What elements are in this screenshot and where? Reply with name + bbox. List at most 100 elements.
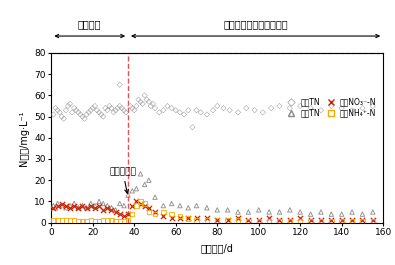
- Point: [160, 204, 167, 208]
- Point: [61, 117, 67, 121]
- Point: [194, 108, 199, 112]
- Point: [160, 214, 167, 218]
- Point: [276, 219, 283, 224]
- Point: [58, 201, 65, 206]
- Point: [146, 100, 152, 104]
- Point: [133, 204, 139, 208]
- Point: [260, 110, 266, 114]
- Point: [181, 112, 187, 117]
- Point: [204, 216, 210, 220]
- Point: [108, 106, 115, 110]
- Point: [137, 172, 144, 176]
- Point: [129, 106, 135, 110]
- Point: [152, 210, 158, 214]
- Point: [370, 219, 376, 224]
- Point: [67, 102, 73, 106]
- Point: [71, 204, 77, 208]
- Point: [88, 218, 94, 223]
- Point: [220, 106, 227, 110]
- Point: [96, 219, 102, 224]
- Point: [307, 106, 314, 110]
- Point: [370, 218, 376, 223]
- Point: [50, 112, 56, 117]
- Point: [100, 201, 106, 206]
- Point: [349, 108, 355, 112]
- Point: [79, 204, 86, 208]
- Point: [121, 108, 127, 112]
- Point: [71, 218, 77, 223]
- Point: [92, 204, 98, 208]
- Point: [359, 218, 366, 223]
- Point: [245, 218, 252, 223]
- Point: [92, 104, 98, 108]
- Point: [144, 98, 150, 102]
- Point: [148, 104, 154, 108]
- Point: [287, 218, 293, 223]
- Point: [117, 212, 123, 216]
- Point: [318, 218, 324, 223]
- Point: [75, 206, 81, 210]
- Point: [108, 218, 115, 223]
- Point: [160, 108, 167, 112]
- Point: [328, 219, 335, 224]
- Point: [50, 218, 56, 223]
- Point: [117, 104, 123, 108]
- Point: [52, 206, 59, 210]
- Point: [137, 100, 144, 104]
- Point: [141, 93, 148, 98]
- Point: [194, 204, 199, 208]
- Point: [185, 216, 192, 220]
- Point: [177, 110, 183, 114]
- Point: [318, 108, 324, 112]
- Point: [108, 208, 115, 212]
- Point: [106, 104, 113, 108]
- Point: [75, 110, 81, 114]
- Point: [328, 104, 335, 108]
- Point: [58, 114, 65, 119]
- Point: [318, 219, 324, 224]
- Point: [152, 106, 158, 110]
- Point: [133, 187, 139, 191]
- Point: [55, 108, 61, 112]
- Point: [359, 106, 366, 110]
- Point: [123, 110, 129, 114]
- Point: [359, 212, 366, 216]
- Point: [214, 218, 220, 223]
- Point: [339, 218, 345, 223]
- Point: [83, 206, 90, 210]
- Point: [276, 218, 283, 223]
- Point: [160, 210, 167, 214]
- Point: [92, 219, 98, 224]
- Point: [81, 117, 88, 121]
- Point: [307, 212, 314, 216]
- Point: [245, 219, 252, 224]
- Point: [129, 212, 135, 216]
- Point: [139, 102, 146, 106]
- Point: [63, 218, 69, 223]
- Point: [370, 104, 376, 108]
- Point: [79, 219, 86, 224]
- Point: [349, 219, 355, 224]
- Point: [121, 204, 127, 208]
- Point: [359, 219, 366, 224]
- Point: [117, 219, 123, 224]
- Point: [55, 204, 61, 208]
- Point: [121, 219, 127, 224]
- Point: [141, 204, 148, 208]
- Point: [135, 98, 141, 102]
- Point: [339, 106, 345, 110]
- Point: [214, 218, 220, 223]
- Point: [100, 208, 106, 212]
- Point: [328, 218, 335, 223]
- Point: [100, 114, 106, 119]
- Point: [168, 106, 175, 110]
- Point: [79, 114, 86, 119]
- Point: [92, 206, 98, 210]
- Point: [102, 106, 108, 110]
- Point: [113, 210, 119, 214]
- Point: [214, 208, 220, 212]
- Point: [125, 218, 131, 223]
- Point: [164, 104, 171, 108]
- Point: [104, 218, 111, 223]
- Point: [96, 110, 102, 114]
